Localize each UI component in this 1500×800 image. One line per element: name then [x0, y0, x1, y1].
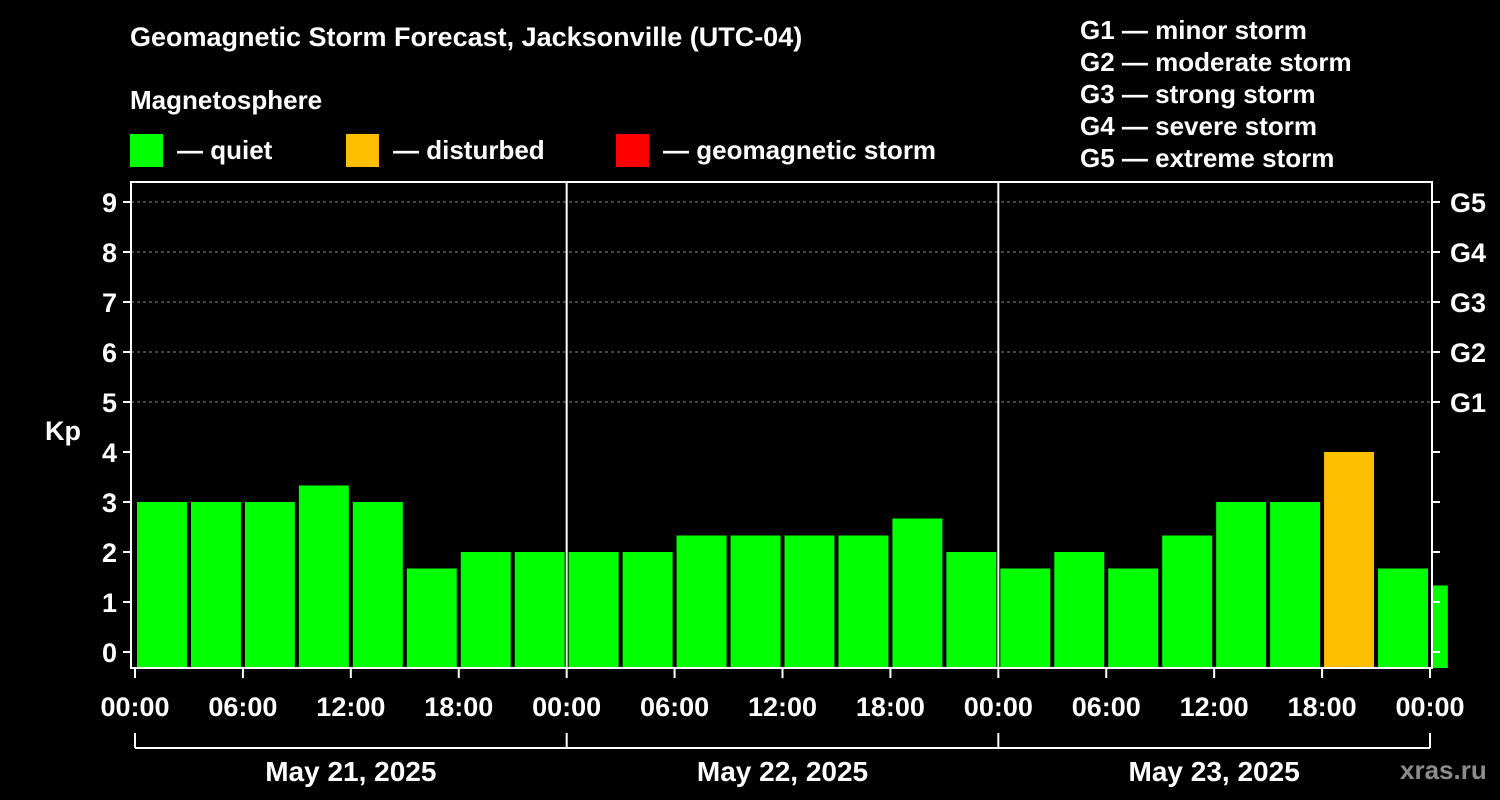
kp-bar: [190, 502, 241, 668]
g-scale-label: G3: [1450, 288, 1486, 318]
y-tick-label: 0: [102, 638, 117, 668]
kp-bar: [244, 502, 295, 668]
kp-bar: [1216, 502, 1267, 668]
kp-bar: [298, 485, 349, 668]
kp-bar: [1162, 535, 1213, 668]
y-tick-label: 3: [102, 488, 117, 518]
legend-label-quiet: — quiet: [177, 134, 273, 165]
x-tick-label: 12:00: [1180, 692, 1249, 722]
kp-bar: [137, 502, 187, 668]
storm-scale-g1: G1 — minor storm: [1080, 15, 1307, 45]
g-scale-label: G1: [1450, 388, 1486, 418]
storm-scale-list: G1 — minor storm G2 — moderate storm G3 …: [1080, 14, 1352, 174]
legend-title: Magnetosphere: [130, 85, 323, 115]
x-tick-label: 18:00: [1288, 692, 1357, 722]
kp-bar: [946, 552, 997, 668]
legend-label-disturbed: — disturbed: [393, 134, 545, 165]
legend-swatch-quiet: [130, 133, 163, 167]
g-scale-label: G5: [1450, 188, 1486, 218]
storm-scale-g2: G2 — moderate storm: [1080, 47, 1352, 77]
y-tick-label: 7: [102, 288, 117, 318]
legend-swatch-storm: [616, 133, 649, 167]
storm-scale-g4: G4 — severe storm: [1080, 111, 1318, 141]
kp-bar: [1432, 585, 1448, 668]
legend-storm: — geomagnetic storm: [616, 133, 936, 167]
kp-bar: [892, 518, 943, 668]
kp-bar: [838, 535, 889, 668]
storm-scale-g3: G3 — strong storm: [1080, 79, 1316, 109]
g-scale-label: G2: [1450, 338, 1486, 368]
kp-bar: [1054, 552, 1105, 668]
y-tick-label: 5: [102, 388, 117, 418]
kp-bar: [1324, 452, 1375, 668]
x-tick-label: 06:00: [640, 692, 709, 722]
x-tick-label: 12:00: [316, 692, 385, 722]
kp-bar: [676, 535, 727, 668]
x-tick-label: 00:00: [1395, 692, 1464, 722]
y-tick-label: 2: [102, 538, 117, 568]
x-tick-label: 00:00: [100, 692, 169, 722]
y-tick-label: 9: [102, 188, 117, 218]
kp-bar: [352, 502, 403, 668]
kp-bar: [1108, 568, 1159, 668]
x-tick-label: 00:00: [532, 692, 601, 722]
y-tick-label: 8: [102, 238, 117, 268]
kp-bar: [1270, 502, 1321, 668]
y-tick-label: 6: [102, 338, 117, 368]
date-label: May 22, 2025: [697, 756, 868, 787]
g-scale-label: G4: [1450, 238, 1486, 268]
watermark: xras.ru: [1400, 755, 1487, 785]
y-tick-label: 4: [102, 438, 117, 468]
legend-swatch-disturbed: [346, 133, 379, 167]
kp-bar: [784, 535, 835, 668]
kp-bar: [514, 552, 565, 668]
kp-bar: [460, 552, 511, 668]
x-tick-label: 06:00: [1072, 692, 1141, 722]
kp-bar: [1378, 568, 1428, 668]
storm-scale-g5: G5 — extreme storm: [1080, 143, 1335, 173]
kp-bar: [1000, 568, 1051, 668]
date-label: May 23, 2025: [1129, 756, 1300, 787]
kp-bar: [730, 535, 781, 668]
legend-label-storm: — geomagnetic storm: [663, 134, 937, 165]
legend-quiet: — quiet: [130, 133, 272, 167]
kp-bar: [406, 568, 457, 668]
y-tick-label: 1: [102, 588, 117, 618]
x-tick-label: 18:00: [424, 692, 493, 722]
legend-disturbed: — disturbed: [346, 133, 545, 167]
x-tick-label: 00:00: [964, 692, 1033, 722]
kp-bar: [568, 552, 619, 668]
date-label: May 21, 2025: [265, 756, 436, 787]
chart-title: Geomagnetic Storm Forecast, Jacksonville…: [130, 22, 803, 52]
x-tick-label: 06:00: [208, 692, 277, 722]
kp-bar: [622, 552, 673, 668]
y-axis-title: Kp: [45, 416, 81, 446]
x-tick-label: 12:00: [748, 692, 817, 722]
x-tick-label: 18:00: [856, 692, 925, 722]
